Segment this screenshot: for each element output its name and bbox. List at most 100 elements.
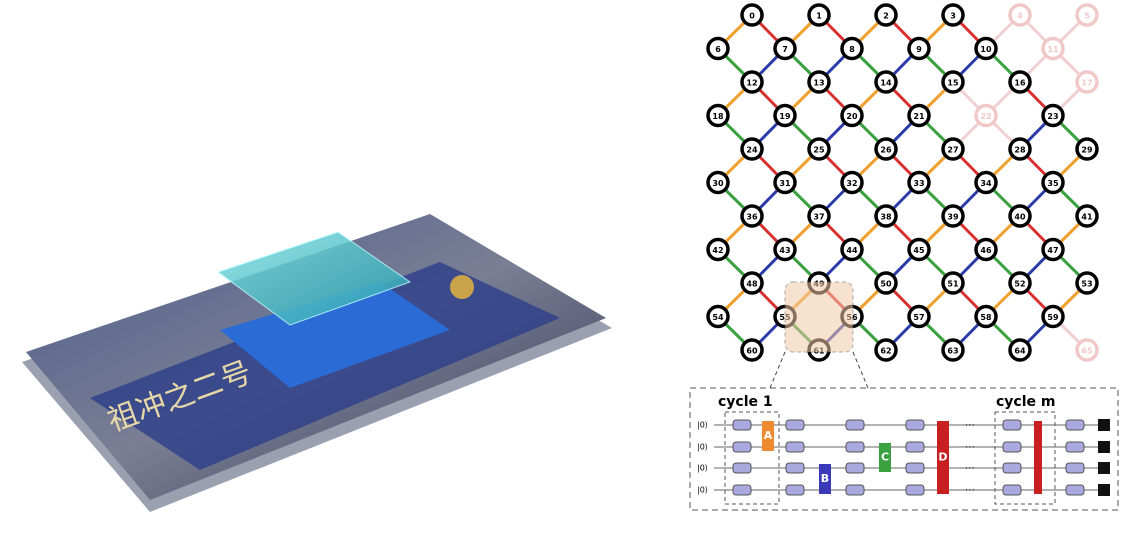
cycle-label: cycle 1	[718, 394, 773, 410]
qubit-label: 52	[1014, 280, 1025, 289]
qubit-label: 64	[1014, 347, 1026, 356]
qubit	[773, 170, 797, 195]
qubit	[807, 137, 831, 161]
input-state: |0⟩	[697, 443, 708, 452]
two-qubit-gate	[879, 443, 891, 472]
qubit	[874, 137, 898, 161]
qubit-label: 0	[749, 12, 755, 21]
qubit-label: 13	[813, 79, 824, 88]
qubit	[773, 237, 797, 262]
qubit	[941, 271, 965, 295]
highlight	[784, 281, 854, 353]
qubit-label: 18	[712, 112, 724, 121]
qubit	[807, 70, 831, 94]
qubit	[941, 70, 965, 94]
single-gate	[905, 441, 925, 453]
qubit-label: 58	[980, 313, 992, 322]
chip-glass	[216, 231, 412, 326]
single-gate	[845, 484, 865, 496]
qubit	[907, 170, 931, 195]
qubit-label: 14	[880, 79, 892, 88]
qubit-label: 33	[913, 179, 924, 188]
qubit	[807, 3, 831, 27]
single-gate	[905, 419, 925, 431]
chip-core	[220, 282, 450, 388]
qubit-label: 25	[813, 146, 825, 155]
qubit-label: 24	[746, 146, 758, 155]
qubit	[974, 103, 998, 128]
measure	[1098, 484, 1110, 496]
input-state: |0⟩	[697, 421, 708, 430]
qubit-label: 48	[746, 280, 758, 289]
qubit-label: 9	[916, 45, 922, 54]
qubit-label: 3	[950, 12, 956, 21]
qubit-label: 45	[913, 246, 925, 255]
single-gate	[1002, 441, 1022, 453]
qubit	[706, 103, 730, 128]
qubit	[1075, 271, 1099, 295]
qubit-label: 53	[1081, 280, 1092, 289]
qubit-label: 22	[980, 112, 991, 121]
qubit-label: 38	[880, 213, 892, 222]
cycle-frame	[994, 411, 1056, 505]
qubit-label: 32	[846, 179, 857, 188]
qubit	[974, 304, 998, 329]
qubit-label: 28	[1014, 146, 1026, 155]
qubit	[773, 103, 797, 128]
chip-logo	[450, 275, 474, 299]
qubit	[773, 36, 797, 61]
qubit	[740, 70, 764, 94]
qubit	[1041, 170, 1065, 195]
cycle-frame	[724, 411, 780, 505]
qubit	[740, 204, 764, 228]
qubit-label: 50	[880, 280, 892, 289]
qubit	[974, 36, 998, 61]
qubit	[941, 204, 965, 228]
qubit-label: 2	[883, 12, 889, 21]
qubit	[907, 36, 931, 61]
qubit-label: 19	[779, 112, 791, 121]
qubit	[974, 170, 998, 195]
qubit	[874, 70, 898, 94]
qubit	[941, 3, 965, 27]
qubit	[1041, 304, 1065, 329]
qubit-label: 41	[1081, 213, 1093, 222]
qubit-label: 43	[779, 246, 790, 255]
ellipsis: ⋯	[965, 485, 975, 496]
qubit	[840, 36, 864, 61]
qubit-label: 59	[1047, 313, 1059, 322]
single-gate	[785, 484, 805, 496]
qubit	[1008, 3, 1032, 27]
qubit-label: 34	[980, 179, 992, 188]
qubit	[874, 204, 898, 228]
ellipsis: ⋯	[965, 420, 975, 431]
qubit	[740, 137, 764, 161]
qubit	[807, 204, 831, 228]
qubit-label: 7	[782, 45, 788, 54]
qubit-label: 5	[1084, 12, 1090, 21]
qubit	[740, 271, 764, 295]
cycle-label: cycle m	[996, 394, 1055, 410]
measure	[1098, 419, 1110, 431]
circuit-frame	[689, 387, 1119, 511]
single-gate	[1065, 484, 1085, 496]
input-state: |0⟩	[697, 464, 708, 473]
single-gate	[732, 419, 752, 431]
qubit	[1008, 271, 1032, 295]
two-qubit-gate	[937, 421, 949, 494]
qubit-label: 23	[1047, 112, 1058, 121]
qubit-label: 60	[746, 347, 758, 356]
two-qubit-gate	[762, 421, 774, 451]
single-gate	[1002, 419, 1022, 431]
qubit-label: 4	[1017, 12, 1023, 21]
qubit-label: 17	[1081, 79, 1092, 88]
chip: 祖冲之二号	[22, 214, 612, 512]
qubit-label: 27	[947, 146, 958, 155]
qubit-label: 20	[846, 112, 858, 121]
qubit	[1041, 103, 1065, 128]
single-gate	[845, 419, 865, 431]
qubit	[840, 103, 864, 128]
two-qubit-gate	[819, 464, 831, 494]
qubit-label: 44	[846, 246, 858, 255]
qubit	[1008, 338, 1032, 362]
